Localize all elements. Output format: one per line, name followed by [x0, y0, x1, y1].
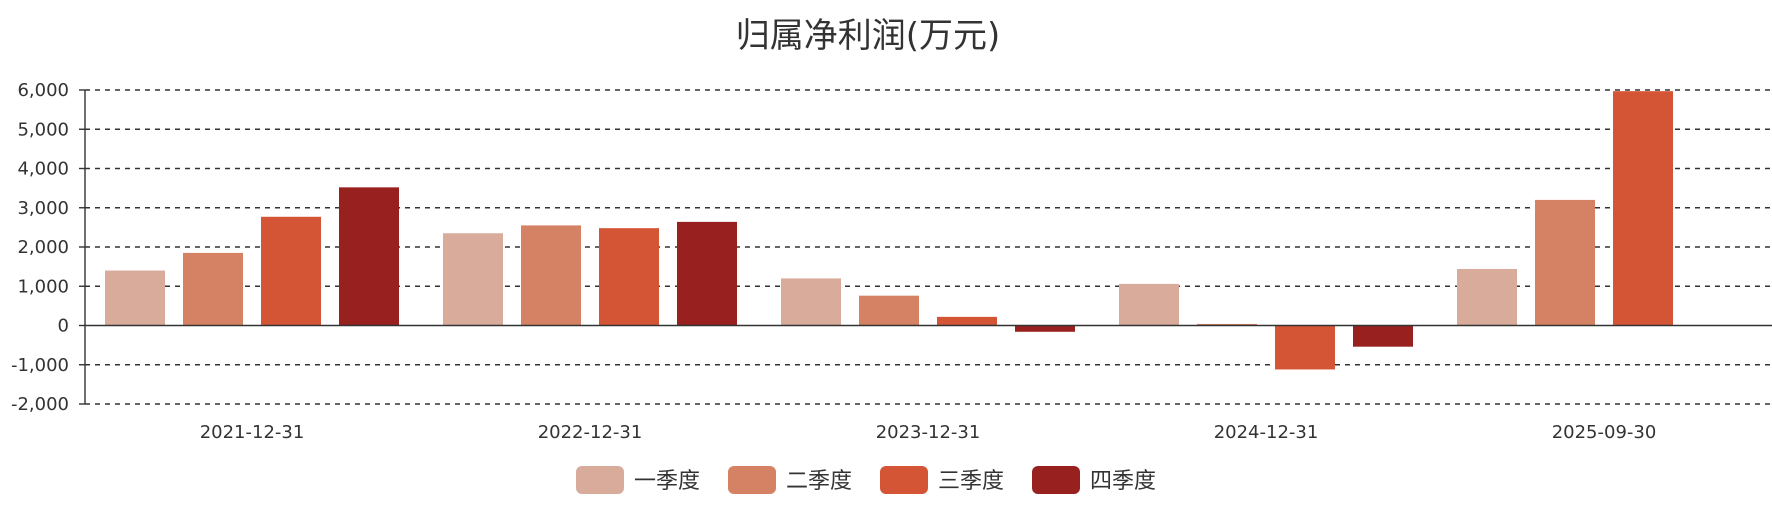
- bar[interactable]: [521, 225, 581, 326]
- bar[interactable]: [1275, 325, 1335, 370]
- legend-swatch[interactable]: [880, 466, 928, 494]
- y-tick-label: 0: [58, 316, 69, 337]
- y-tick-label: 3,000: [17, 198, 69, 219]
- bar[interactable]: [781, 278, 841, 326]
- bar[interactable]: [339, 187, 399, 326]
- legend-swatch[interactable]: [576, 466, 624, 494]
- y-tick-label: 6,000: [17, 80, 69, 101]
- legend-label[interactable]: 二季度: [786, 469, 852, 494]
- bars: [105, 91, 1673, 370]
- bar[interactable]: [183, 252, 243, 326]
- bar[interactable]: [859, 295, 919, 326]
- bar[interactable]: [443, 233, 503, 326]
- y-tick-label: -2,000: [11, 394, 69, 415]
- bar[interactable]: [1535, 199, 1595, 326]
- legend-swatch[interactable]: [728, 466, 776, 494]
- axes: -2,000 -1,000 0 1,000 2,000 3,000 4,000 5,000 6,…: [11, 80, 1772, 443]
- bar[interactable]: [261, 216, 321, 326]
- y-tick-label: 4,000: [17, 159, 69, 180]
- chart-title: 归属净利润(万元): [736, 16, 1001, 56]
- x-tick-label: 2021-12-31: [200, 422, 305, 443]
- bar[interactable]: [1457, 268, 1517, 326]
- grid: [85, 89, 1772, 405]
- legend-swatch[interactable]: [1032, 466, 1080, 494]
- bar[interactable]: [937, 316, 997, 326]
- bar[interactable]: [105, 270, 165, 326]
- legend-label[interactable]: 一季度: [634, 469, 700, 494]
- legend-label[interactable]: 三季度: [938, 469, 1004, 494]
- x-tick-label: 2023-12-31: [876, 422, 981, 443]
- y-tick-label: 1,000: [17, 276, 69, 297]
- y-tick-label: -1,000: [11, 355, 69, 376]
- y-tick-label: 5,000: [17, 119, 69, 140]
- bar[interactable]: [599, 228, 659, 326]
- x-tick-label: 2025-09-30: [1552, 422, 1657, 443]
- x-tick-label: 2024-12-31: [1214, 422, 1319, 443]
- bar[interactable]: [1613, 91, 1673, 326]
- bar[interactable]: [677, 221, 737, 326]
- x-tick-label: 2022-12-31: [538, 422, 643, 443]
- bar[interactable]: [1015, 325, 1075, 332]
- y-tick-label: 2,000: [17, 237, 69, 258]
- bar[interactable]: [1119, 283, 1179, 326]
- legend-label[interactable]: 四季度: [1090, 469, 1156, 494]
- bar[interactable]: [1353, 325, 1413, 347]
- legend: 一季度 二季度 三季度 四季度: [576, 466, 1156, 494]
